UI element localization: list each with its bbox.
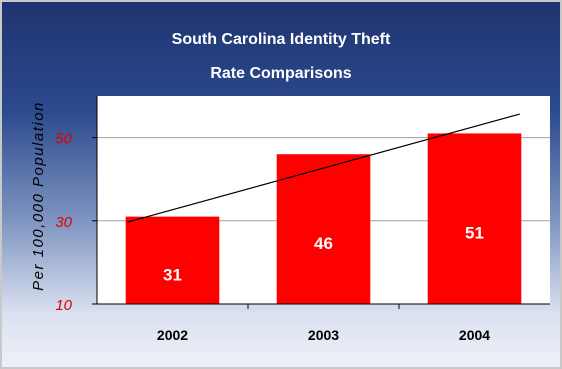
bar-2002 bbox=[125, 216, 220, 304]
x-tick-2002: 2002 bbox=[157, 327, 188, 343]
chart-title-line2: Rate Comparisons bbox=[210, 65, 351, 82]
x-tick-2004: 2004 bbox=[459, 327, 490, 343]
bars bbox=[125, 133, 522, 304]
y-axis-label: Per 100,000 Population bbox=[30, 101, 47, 291]
tick-labels: 2002 2003 2004 10 30 50 bbox=[55, 131, 490, 343]
data-label-2003: 46 bbox=[314, 234, 333, 253]
chart-title-line1: South Carolina Identity Theft bbox=[172, 31, 391, 48]
bar-2003 bbox=[276, 154, 371, 304]
data-labels: 31 46 51 bbox=[163, 224, 484, 285]
y-tick-50: 50 bbox=[55, 131, 72, 148]
data-label-2002: 31 bbox=[163, 265, 182, 284]
axes bbox=[92, 96, 550, 309]
y-tick-30: 30 bbox=[55, 214, 72, 231]
y-tick-10: 10 bbox=[55, 297, 72, 314]
trend-line bbox=[127, 113, 520, 223]
data-label-2004: 51 bbox=[465, 224, 484, 243]
bar-2004 bbox=[427, 133, 522, 304]
x-tick-2003: 2003 bbox=[308, 327, 339, 343]
